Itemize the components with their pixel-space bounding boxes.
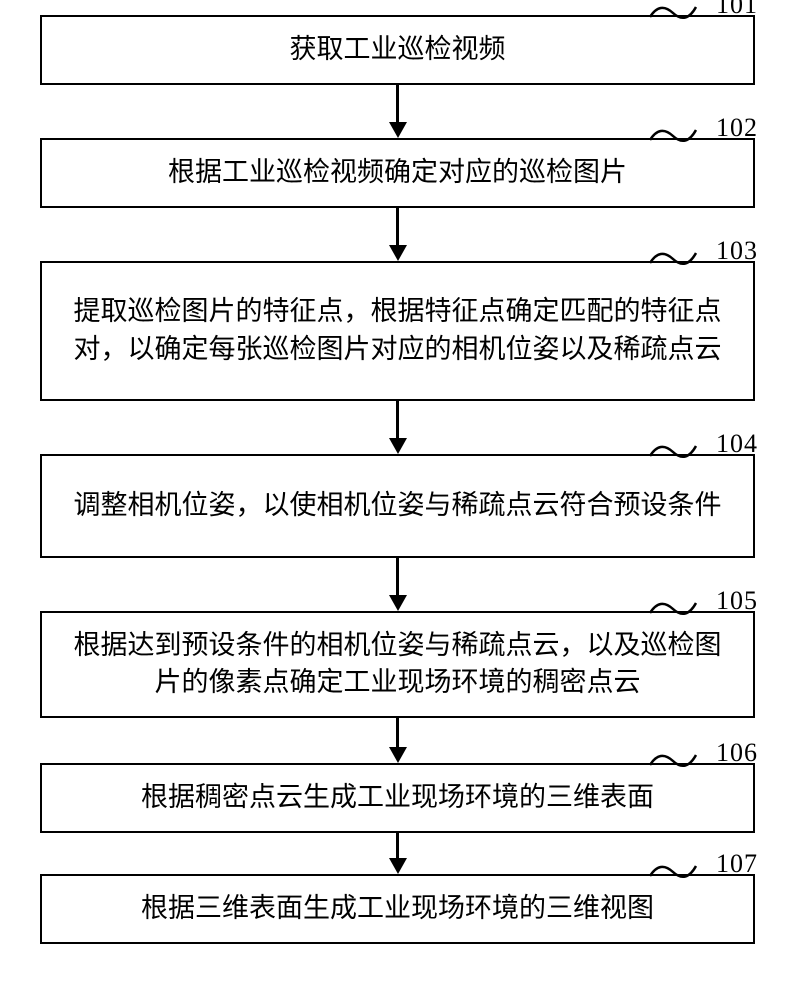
flow-node-ref: 107 (716, 846, 758, 882)
flow-arrow (389, 401, 407, 454)
flow-node-ref: 106 (716, 735, 758, 771)
flow-node-ref: 102 (716, 110, 758, 146)
flow-node-text: 调整相机位姿，以使相机位姿与稀疏点云符合预设条件 (74, 487, 722, 525)
flow-node-ref: 103 (716, 233, 758, 269)
flow-node-text: 根据工业巡检视频确定对应的巡检图片 (168, 154, 627, 192)
flow-node-text: 根据稠密点云生成工业现场环境的三维表面 (141, 779, 654, 817)
flowchart-container: 获取工业巡检视频101 根据工业巡检视频确定对应的巡检图片102 提取巡检图片的… (40, 15, 755, 944)
flow-node-105: 根据达到预设条件的相机位姿与稀疏点云，以及巡检图片的像素点确定工业现场环境的稠密… (40, 611, 755, 719)
flow-node-ref: 105 (716, 583, 758, 619)
flow-node-text: 根据达到预设条件的相机位姿与稀疏点云，以及巡检图片的像素点确定工业现场环境的稠密… (64, 627, 731, 703)
flow-node-106: 根据稠密点云生成工业现场环境的三维表面106 (40, 763, 755, 833)
flow-node-text: 提取巡检图片的特征点，根据特征点确定匹配的特征点对，以确定每张巡检图片对应的相机… (64, 293, 731, 369)
flow-node-107: 根据三维表面生成工业现场环境的三维视图107 (40, 874, 755, 944)
reference-curl-icon (648, 751, 698, 769)
flow-node-text: 获取工业巡检视频 (290, 31, 506, 69)
flow-node-ref: 101 (716, 0, 758, 23)
flow-node-102: 根据工业巡检视频确定对应的巡检图片102 (40, 138, 755, 208)
flow-node-text: 根据三维表面生成工业现场环境的三维视图 (141, 890, 654, 928)
reference-curl-icon (648, 126, 698, 144)
flow-node-101: 获取工业巡检视频101 (40, 15, 755, 85)
flow-node-104: 调整相机位姿，以使相机位姿与稀疏点云符合预设条件104 (40, 454, 755, 558)
flow-node-ref: 104 (716, 426, 758, 462)
flow-arrow (389, 85, 407, 138)
reference-curl-icon (648, 442, 698, 460)
reference-curl-icon (648, 599, 698, 617)
reference-curl-icon (648, 249, 698, 267)
reference-curl-icon (648, 862, 698, 880)
flow-node-103: 提取巡检图片的特征点，根据特征点确定匹配的特征点对，以确定每张巡检图片对应的相机… (40, 261, 755, 401)
flow-arrow (389, 208, 407, 261)
flow-arrow (389, 833, 407, 874)
flow-arrow (389, 558, 407, 611)
flow-arrow (389, 718, 407, 763)
reference-curl-icon (648, 3, 698, 21)
